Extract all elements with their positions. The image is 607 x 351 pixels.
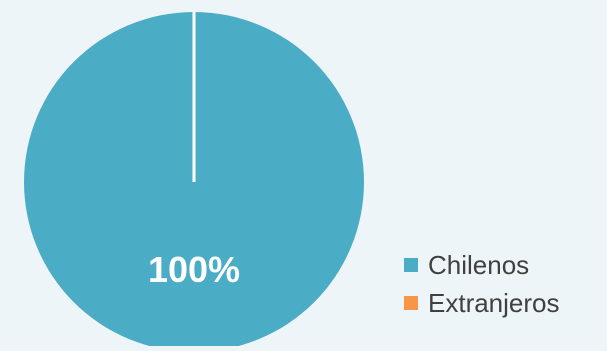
legend-label-chilenos: Chilenos: [428, 250, 530, 280]
data-label-chilenos: 100%: [148, 249, 240, 290]
legend-item-extranjeros: Extranjeros: [404, 284, 560, 322]
legend: Chilenos Extranjeros: [404, 246, 560, 322]
legend-swatch-extranjeros: [404, 296, 418, 310]
legend-item-chilenos: Chilenos: [404, 246, 560, 284]
legend-swatch-chilenos: [404, 258, 418, 272]
legend-label-extranjeros: Extranjeros: [428, 288, 560, 318]
